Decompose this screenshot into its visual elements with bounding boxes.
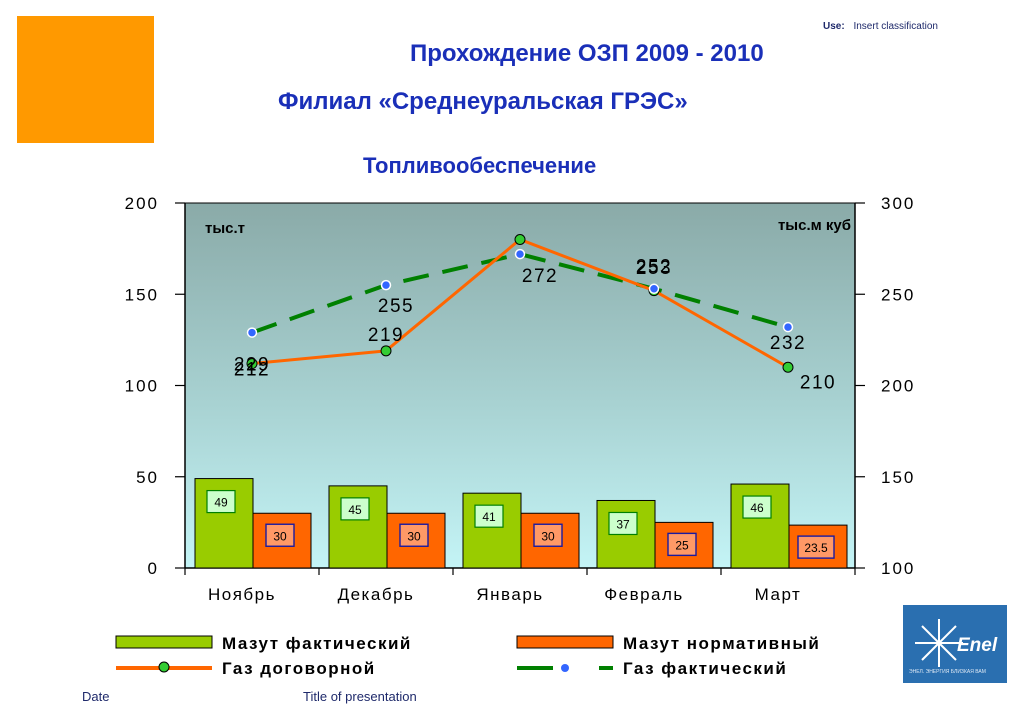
footer-presentation-title: Title of presentation xyxy=(303,689,417,704)
legend-marker xyxy=(561,664,569,672)
classification-line: Use: Insert classification xyxy=(823,21,938,32)
data-label: 210 xyxy=(800,372,836,393)
data-label: 46 xyxy=(750,501,764,515)
data-label-box xyxy=(533,523,563,547)
point-gas-fact xyxy=(782,321,794,333)
data-label-box xyxy=(797,535,835,559)
left-tick-label: 50 xyxy=(136,468,159,487)
point-gas-fact xyxy=(380,279,392,291)
page-subtitle: Филиал «Среднеуральская ГРЭС» xyxy=(278,88,688,115)
use-label: Use: xyxy=(823,21,845,32)
data-label: 41 xyxy=(482,510,496,524)
left-tick-label: 100 xyxy=(125,377,159,396)
data-label: 23.5 xyxy=(804,541,828,555)
legend-swatch xyxy=(115,635,213,649)
left-tick-label: 150 xyxy=(125,285,159,304)
legend-label: Мазут фактический xyxy=(222,634,412,653)
series-line-gas-fact xyxy=(251,252,789,335)
point-gas-fact xyxy=(648,283,660,295)
bar-mazut-fact xyxy=(462,492,522,569)
legend-swatch xyxy=(516,635,614,649)
data-label: 272 xyxy=(522,266,558,287)
x-tick-label: Февраль xyxy=(604,585,684,604)
data-label: 252 xyxy=(636,257,672,278)
data-label: 45 xyxy=(348,503,362,517)
data-label: 30 xyxy=(273,529,287,543)
data-label: 212 xyxy=(234,360,270,381)
classification-text: Insert classification xyxy=(853,21,938,32)
point-gas-fact xyxy=(246,327,258,338)
data-label-box xyxy=(742,495,772,519)
data-label: 37 xyxy=(616,517,630,531)
left-axis-unit: тыс.т xyxy=(205,220,245,237)
data-label-box xyxy=(474,504,504,528)
data-label: 30 xyxy=(541,529,555,543)
x-tick-label: Ноябрь xyxy=(208,585,276,604)
legend-label: Газ фактический xyxy=(623,659,787,678)
x-tick-label: Март xyxy=(755,585,802,604)
right-tick-label: 150 xyxy=(881,468,915,487)
point-gas-contract xyxy=(782,361,794,373)
point-gas-contract xyxy=(380,345,392,357)
data-label-box xyxy=(265,523,295,547)
x-tick-label: Декабрь xyxy=(338,585,415,604)
data-label: 229 xyxy=(234,355,270,376)
data-label: 25 xyxy=(675,538,689,552)
left-tick-label: 200 xyxy=(125,194,159,213)
enel-tagline: ЭНЕЛ. ЭНЕРГИЯ БЛИЗКАЯ ВАМ xyxy=(909,669,986,675)
point-gas-contract xyxy=(514,234,526,245)
data-label-box xyxy=(608,511,638,536)
data-label-box xyxy=(399,523,429,547)
legend-label: Мазут нормативный xyxy=(623,634,820,653)
data-label: 219 xyxy=(368,325,404,346)
point-gas-contract xyxy=(246,358,258,370)
right-tick-label: 300 xyxy=(881,194,915,213)
right-tick-label: 100 xyxy=(881,559,915,578)
data-label: 232 xyxy=(770,333,806,354)
chart-title: Топливообеспечение xyxy=(363,153,597,178)
data-label: 255 xyxy=(378,296,414,317)
data-label-box xyxy=(667,532,697,557)
right-tick-label: 200 xyxy=(881,377,915,396)
enel-burst-icon xyxy=(915,619,963,667)
data-label: 30 xyxy=(407,529,421,543)
point-gas-fact xyxy=(514,248,526,260)
right-axis-unit: тыс.м куб xyxy=(778,217,851,234)
enel-wordmark: Enel xyxy=(957,635,998,656)
right-tick-label: 250 xyxy=(881,285,915,304)
legend-marker xyxy=(158,661,170,673)
legend-label: Газ договорной xyxy=(222,659,376,678)
data-label-box xyxy=(206,489,236,514)
accent-square xyxy=(17,16,154,143)
x-tick-label: Январь xyxy=(476,585,543,604)
enel-logo: Enel ЭНЕЛ. ЭНЕРГИЯ БЛИЗКАЯ ВАМ xyxy=(903,605,1007,683)
data-label: 253 xyxy=(636,258,672,279)
page-title: Прохождение ОЗП 2009 - 2010 xyxy=(410,40,764,67)
left-tick-label: 0 xyxy=(148,559,159,578)
data-label: 49 xyxy=(214,496,228,510)
footer-date: Date xyxy=(82,689,110,704)
data-label-box xyxy=(340,497,370,521)
